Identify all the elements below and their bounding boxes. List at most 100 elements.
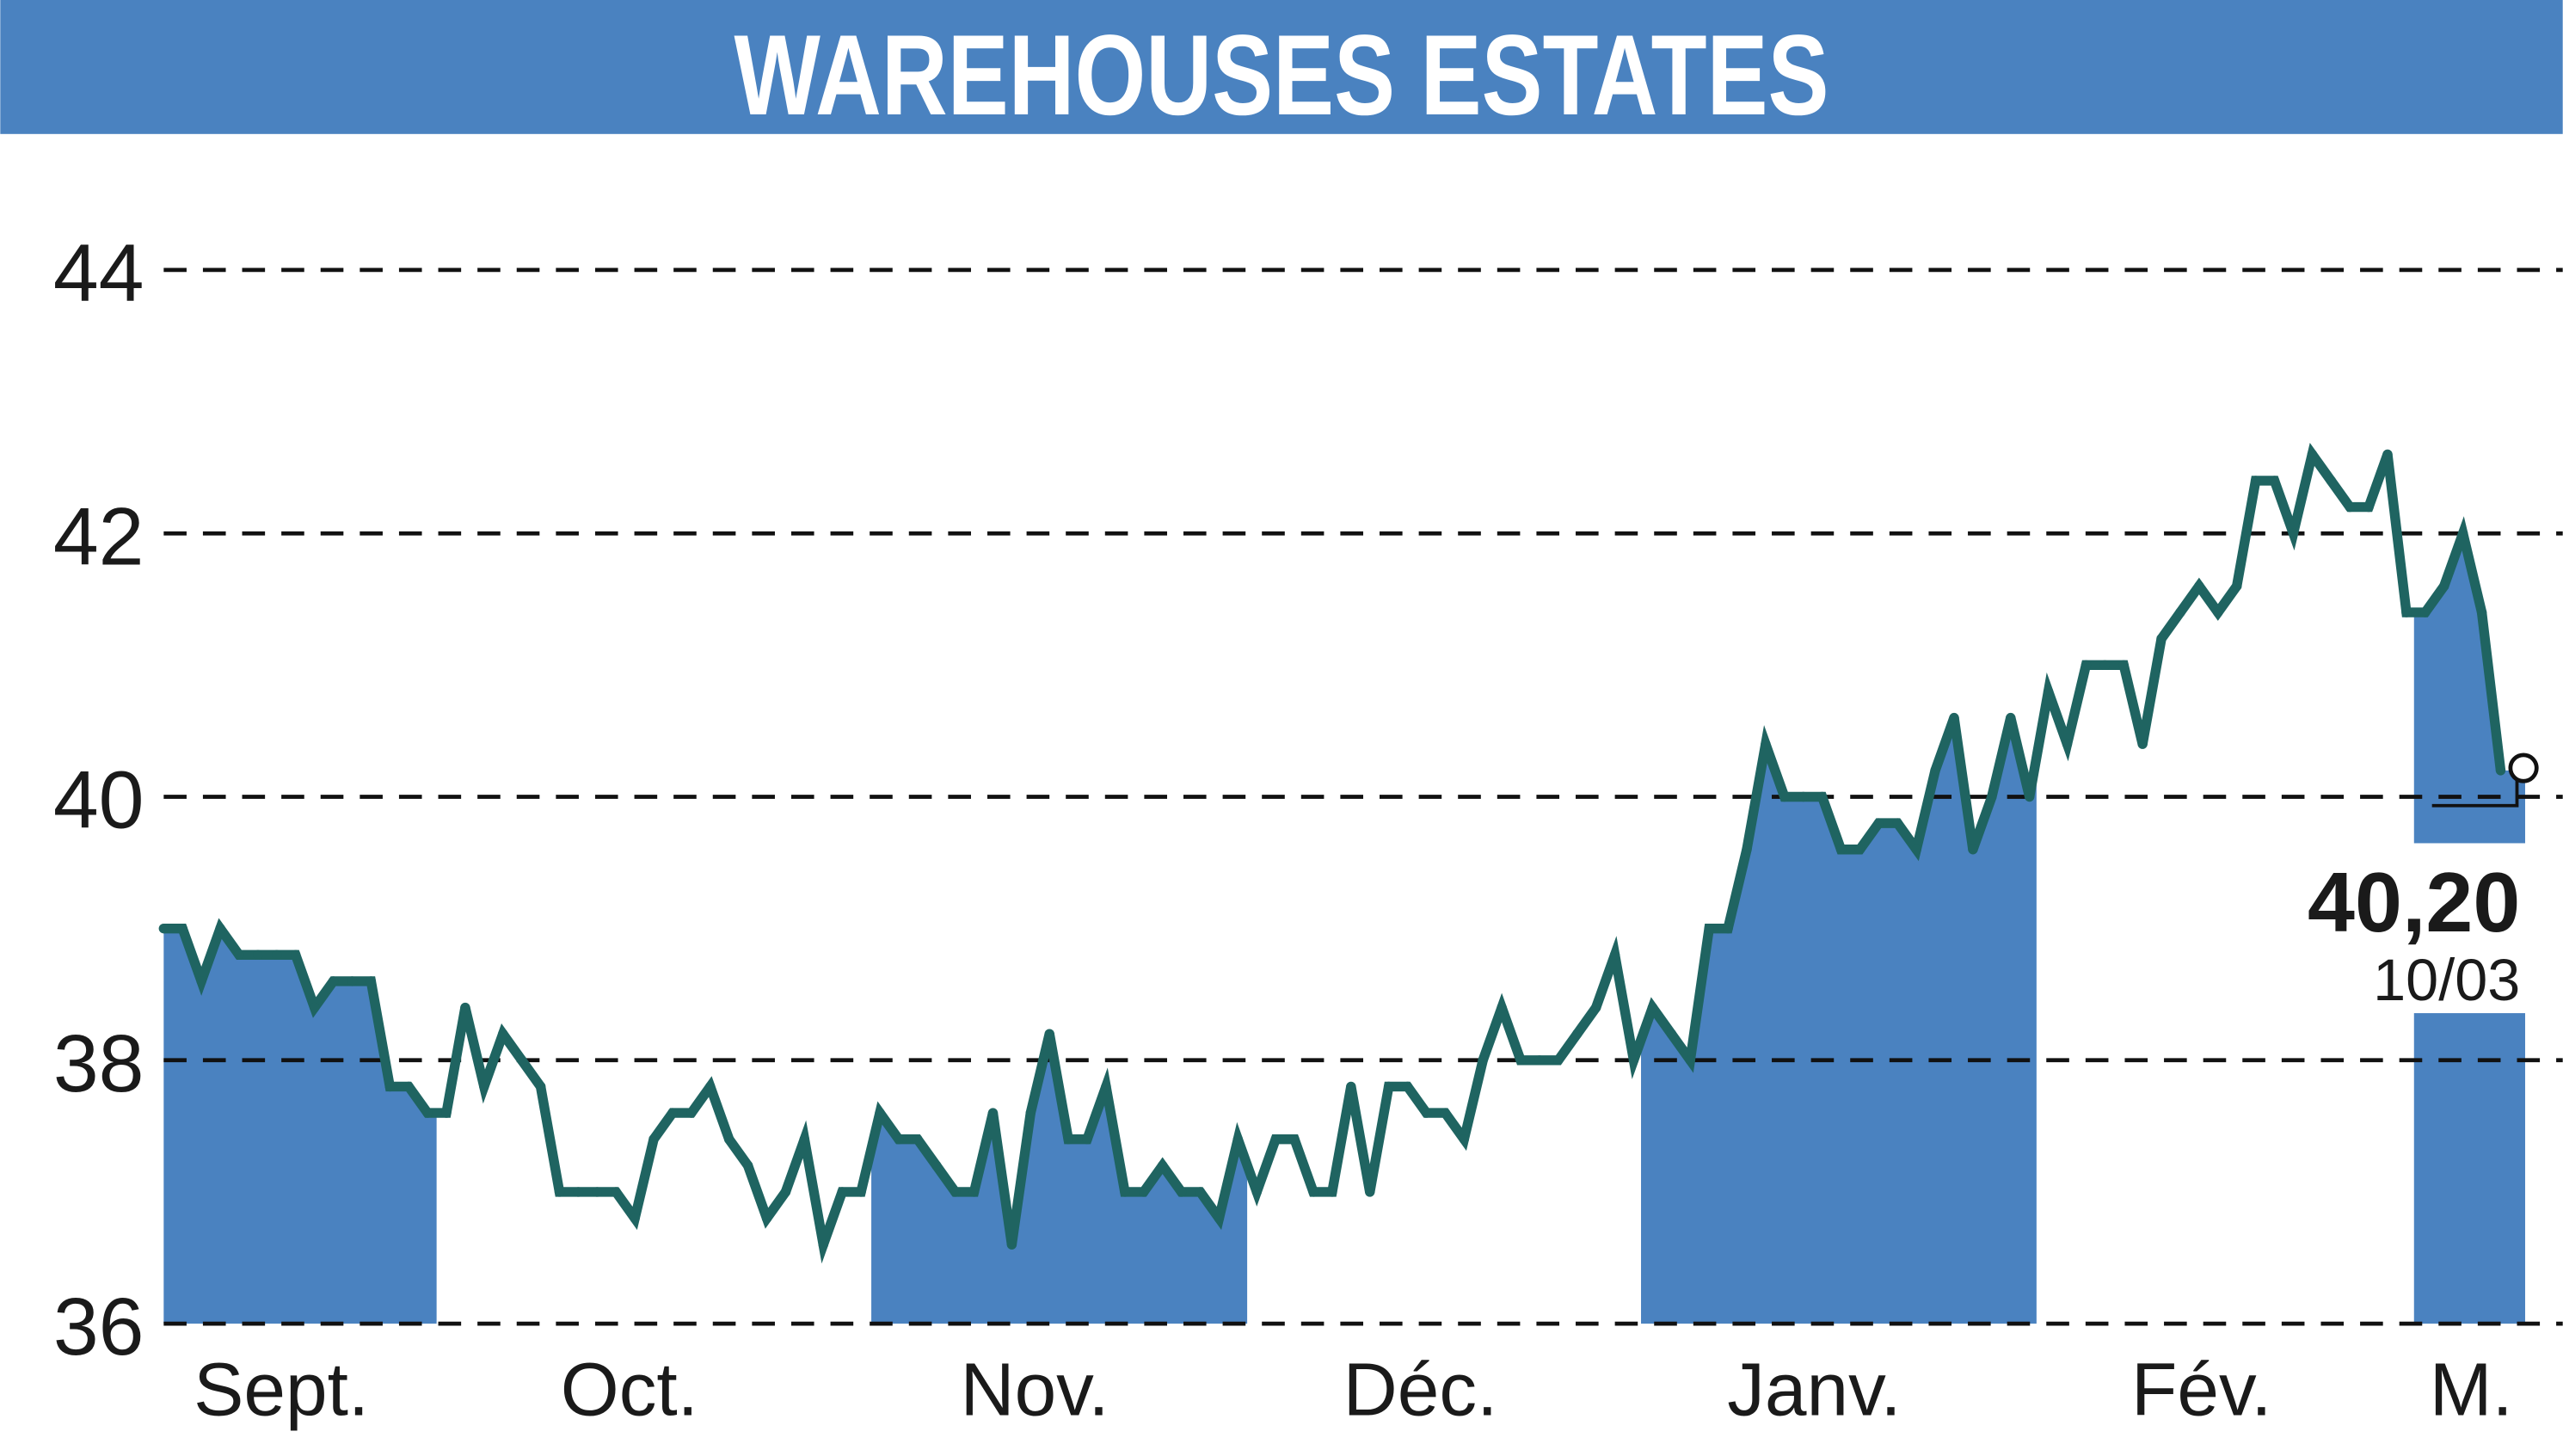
- data-point: [2062, 739, 2073, 749]
- data-point: [1666, 1029, 1677, 1039]
- data-point: [328, 976, 339, 986]
- y-tick-label: 38: [53, 1018, 144, 1109]
- last-value-label-bg: [2288, 843, 2527, 1014]
- data-point: [291, 949, 301, 960]
- data-point: [761, 1213, 772, 1224]
- data-point: [516, 1055, 527, 1066]
- data-point: [1685, 1055, 1695, 1066]
- data-point: [611, 1187, 621, 1197]
- last-value-marker: [2431, 777, 2519, 808]
- data-point: [705, 1081, 716, 1092]
- data-point: [2382, 449, 2393, 460]
- data-point: [1006, 1239, 1017, 1250]
- data-point: [667, 1108, 678, 1118]
- last-value-circle: [2508, 753, 2539, 783]
- data-point: [1139, 1187, 1149, 1197]
- data-point: [2326, 476, 2336, 486]
- data-point: [1044, 1029, 1054, 1039]
- x-tick-label: Janv.: [1727, 1347, 1901, 1431]
- data-point: [460, 1002, 470, 1013]
- x-tick-label: M.: [2430, 1347, 2513, 1431]
- data-point: [913, 1133, 923, 1145]
- month-band: [871, 1034, 1248, 1324]
- data-point: [968, 1187, 980, 1197]
- data-point: [215, 923, 225, 934]
- data-point: [2043, 686, 2054, 697]
- data-point: [1025, 1108, 1036, 1118]
- data-point: [2420, 607, 2431, 617]
- data-point: [2269, 476, 2280, 486]
- month-band: [1641, 717, 2037, 1324]
- data-point: [2156, 634, 2167, 644]
- data-point: [1383, 1081, 1394, 1092]
- data-point: [1647, 1002, 1658, 1013]
- data-point: [498, 1029, 508, 1039]
- last-date-label: 10/03: [2373, 948, 2520, 1013]
- data-point: [1723, 923, 1733, 934]
- data-point: [309, 1002, 320, 1013]
- data-point: [1572, 1029, 1583, 1039]
- data-point: [1346, 1081, 1356, 1092]
- data-point: [1515, 1055, 1526, 1066]
- data-point: [2288, 528, 2299, 538]
- last-value-label: 40,20: [2308, 855, 2520, 949]
- data-point: [1816, 791, 1828, 802]
- data-point: [1779, 791, 1790, 802]
- data-point: [1873, 818, 1884, 828]
- data-point: [1854, 845, 1865, 855]
- data-point: [1327, 1187, 1337, 1197]
- x-tick-label: Nov.: [960, 1347, 1109, 1431]
- data-point: [2457, 528, 2468, 538]
- data-point: [1534, 1055, 1545, 1066]
- data-point: [1609, 949, 1620, 960]
- data-point: [403, 1081, 414, 1092]
- data-point: [2194, 581, 2204, 592]
- x-tick-label: Fév.: [2131, 1347, 2271, 1431]
- data-point: [1120, 1187, 1130, 1197]
- data-point: [1930, 765, 1940, 776]
- data-point: [1911, 845, 1921, 855]
- data-point: [931, 1160, 942, 1171]
- data-point: [1459, 1133, 1469, 1145]
- month-band: [163, 928, 437, 1324]
- data-point: [2307, 449, 2318, 460]
- data-point: [2006, 712, 2016, 723]
- data-point: [630, 1213, 640, 1224]
- data-point: [2363, 501, 2374, 513]
- data-point: [2081, 660, 2092, 671]
- data-point: [1402, 1081, 1413, 1092]
- data-point: [158, 923, 169, 934]
- data-point: [422, 1108, 433, 1118]
- data-point: [856, 1187, 866, 1197]
- data-point: [2099, 660, 2111, 671]
- data-point: [1289, 1133, 1300, 1145]
- data-point: [1440, 1108, 1451, 1118]
- data-point: [2118, 660, 2129, 671]
- data-point: [234, 949, 244, 960]
- data-point: [724, 1133, 734, 1145]
- data-point: [1365, 1187, 1375, 1197]
- data-point: [837, 1187, 847, 1197]
- data-point: [950, 1187, 961, 1197]
- data-point: [875, 1108, 885, 1118]
- data-point: [347, 976, 358, 986]
- data-point: [1497, 1002, 1507, 1013]
- data-point: [1063, 1133, 1073, 1145]
- data-point: [1157, 1160, 1168, 1171]
- x-tick-label: Sept.: [194, 1347, 369, 1431]
- chart-title: WAREHOUSES ESTATES: [734, 12, 1829, 139]
- data-point: [384, 1081, 395, 1092]
- data-point: [1628, 1055, 1639, 1066]
- data-point: [1742, 845, 1752, 855]
- data-point: [818, 1239, 828, 1250]
- data-point: [2345, 501, 2355, 513]
- data-point: [1761, 739, 1771, 749]
- data-point: [2439, 581, 2449, 592]
- x-tick-label: Déc.: [1343, 1347, 1498, 1431]
- data-point: [1251, 1187, 1262, 1197]
- data-point: [479, 1081, 489, 1092]
- data-point: [1478, 1055, 1488, 1066]
- y-tick-label: 42: [53, 491, 144, 582]
- data-point: [1421, 1108, 1432, 1118]
